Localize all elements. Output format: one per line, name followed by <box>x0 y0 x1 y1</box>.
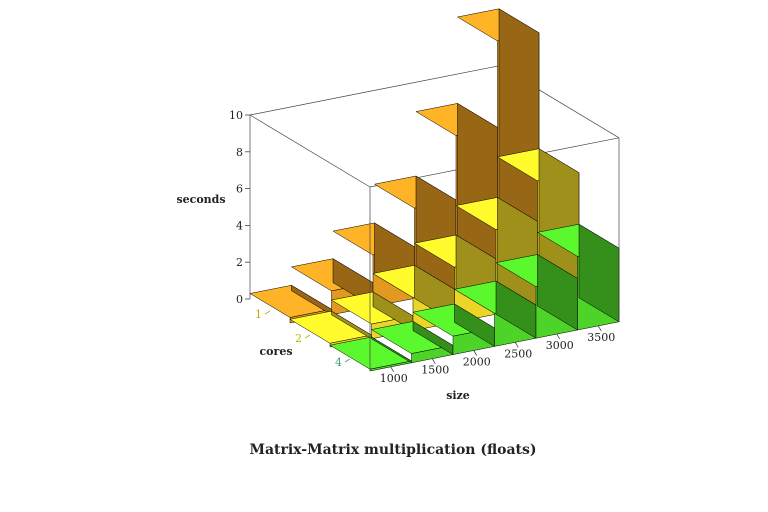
y-axis-label: cores <box>259 345 292 358</box>
bar-4core-1500 <box>371 321 454 364</box>
x-tick-label: 2500 <box>504 347 532 360</box>
y-tick-mark <box>304 334 311 339</box>
chart-bars <box>249 8 620 372</box>
x-tick-mark <box>431 358 436 364</box>
z-tick-label: 4 <box>236 219 243 232</box>
x-tick-mark <box>514 342 519 348</box>
z-tick-label: 2 <box>236 256 243 269</box>
frame-edge <box>249 114 371 188</box>
chart-title: Matrix-Matrix multiplication (floats) <box>249 442 536 458</box>
x-tick-label: 2000 <box>463 356 491 369</box>
z-tick-label: 10 <box>229 109 243 122</box>
chart-frame-front <box>369 137 620 371</box>
bar-4core-2500 <box>454 280 537 347</box>
z-tick-label: 8 <box>236 146 243 159</box>
x-tick-mark <box>597 325 602 332</box>
y-tick-label: 2 <box>295 332 302 345</box>
chart-axes: 0 2 4 6 8 10 1000 1500 2000 2500 3000 3500 1 2 4 <box>229 109 615 385</box>
x-tick-label: 1500 <box>421 364 449 377</box>
x-tick-mark <box>390 366 395 373</box>
y-tick-label: 4 <box>335 356 342 369</box>
x-axis-label: size <box>446 389 470 402</box>
y-tick-label: 1 <box>255 308 262 321</box>
x-tick-mark <box>473 350 478 356</box>
y-tick-mark <box>264 310 271 315</box>
x-tick-label: 1000 <box>380 372 408 385</box>
y-tick-mark <box>344 358 351 363</box>
z-tick-label: 0 <box>236 293 243 306</box>
x-tick-label: 3000 <box>546 339 574 352</box>
bar-4core-3500 <box>537 223 620 331</box>
x-tick-mark <box>556 333 561 340</box>
z-tick-label: 6 <box>236 183 243 196</box>
x-tick-label: 3500 <box>587 331 615 344</box>
z-axis-label: seconds <box>176 193 225 206</box>
frame-edge <box>249 65 500 116</box>
